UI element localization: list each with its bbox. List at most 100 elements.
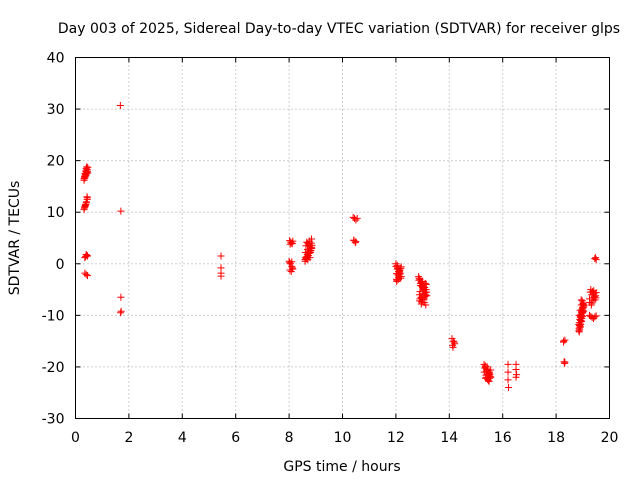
y-tick-label: 40 [47, 51, 65, 67]
data-point [83, 169, 91, 177]
data-point [577, 312, 585, 320]
x-tick-label: 14 [440, 430, 458, 446]
data-point [288, 240, 296, 248]
data-point [592, 312, 600, 320]
data-point [83, 252, 91, 260]
y-tick-label: 30 [47, 102, 65, 118]
x-tick-label: 16 [494, 430, 512, 446]
data-point [592, 256, 600, 264]
y-tick-label: -10 [42, 308, 65, 324]
x-tick-label: 6 [231, 430, 240, 446]
data-point [591, 255, 599, 263]
data-point [577, 296, 585, 304]
tick-labels: 0 2 4 6 8 10 12 14 16 18 20 -30 -20 -10 0 10 20 30 40 [42, 51, 619, 447]
x-tick-label: 20 [601, 430, 619, 446]
data-point [588, 299, 596, 307]
x-tick-label: 12 [387, 430, 405, 446]
x-tick-label: 0 [71, 430, 80, 446]
data-point [420, 296, 428, 304]
data-point [591, 313, 599, 321]
data-point [352, 216, 360, 224]
data-point [287, 268, 295, 276]
data-point [82, 172, 90, 180]
y-tick-label: 0 [56, 257, 65, 273]
data-point [421, 293, 429, 301]
x-tick-label: 4 [178, 430, 187, 446]
data-point [117, 207, 125, 215]
y-tick-label: -20 [42, 360, 65, 376]
data-point [288, 258, 296, 266]
data-point [80, 204, 88, 212]
data-point [392, 260, 400, 268]
data-point [592, 294, 600, 302]
data-point [579, 304, 587, 312]
data-point [393, 261, 401, 269]
data-point [449, 343, 457, 351]
grid-lines [75, 57, 610, 419]
data-point [560, 338, 568, 346]
data-point [482, 374, 490, 382]
data-point [395, 275, 403, 283]
x-tick-label: 2 [124, 430, 133, 446]
data-point [560, 358, 568, 366]
data-point [422, 292, 430, 300]
data-point [591, 293, 599, 301]
data-point [416, 288, 424, 296]
data-point [306, 254, 314, 262]
data-point [117, 293, 125, 301]
data-point [353, 214, 361, 222]
y-axis-label: SDTVAR / TECUs [7, 181, 23, 296]
y-tick-label: 20 [47, 154, 65, 170]
data-point [396, 266, 404, 274]
data-point [561, 358, 569, 366]
data-point [421, 279, 429, 287]
data-point [576, 322, 584, 330]
y-tick-label: 10 [47, 205, 65, 221]
plot-frame [75, 57, 610, 419]
data-point [504, 360, 512, 368]
data-point [117, 307, 125, 315]
data-point [397, 264, 405, 272]
data-point [392, 270, 400, 278]
data-point [450, 338, 458, 346]
data-point [305, 240, 313, 248]
data-point [83, 193, 91, 201]
data-point [504, 376, 512, 384]
data-point [84, 272, 92, 280]
data-point [82, 253, 90, 261]
data-point [288, 264, 296, 272]
data-point [417, 300, 425, 308]
data-points [80, 101, 600, 392]
data-point [485, 368, 493, 376]
data-point [415, 274, 423, 282]
data-point [397, 263, 405, 271]
x-axis-label: GPS time / hours [283, 459, 400, 475]
data-point [82, 271, 90, 279]
data-point [504, 368, 512, 376]
data-point [116, 101, 124, 109]
data-point [217, 272, 225, 280]
data-point [483, 363, 491, 371]
data-point [590, 287, 598, 295]
x-tick-label: 8 [285, 430, 294, 446]
data-point [578, 307, 586, 315]
data-point [512, 373, 520, 381]
data-point [585, 295, 593, 303]
data-point [505, 384, 513, 392]
y-tick-label: -30 [42, 412, 65, 428]
data-point [417, 278, 425, 286]
data-point [84, 163, 92, 171]
data-point [217, 252, 225, 260]
data-point [512, 366, 520, 374]
data-point [307, 246, 315, 254]
chart-title: Day 003 of 2025, Sidereal Day-to-day VTE… [58, 21, 620, 37]
data-point [351, 239, 359, 247]
data-point [419, 284, 427, 292]
x-tick-label: 18 [547, 430, 565, 446]
data-point [422, 301, 430, 309]
x-tick-label: 10 [334, 430, 352, 446]
data-point [82, 201, 90, 209]
data-point [117, 309, 125, 317]
data-point [485, 371, 493, 379]
